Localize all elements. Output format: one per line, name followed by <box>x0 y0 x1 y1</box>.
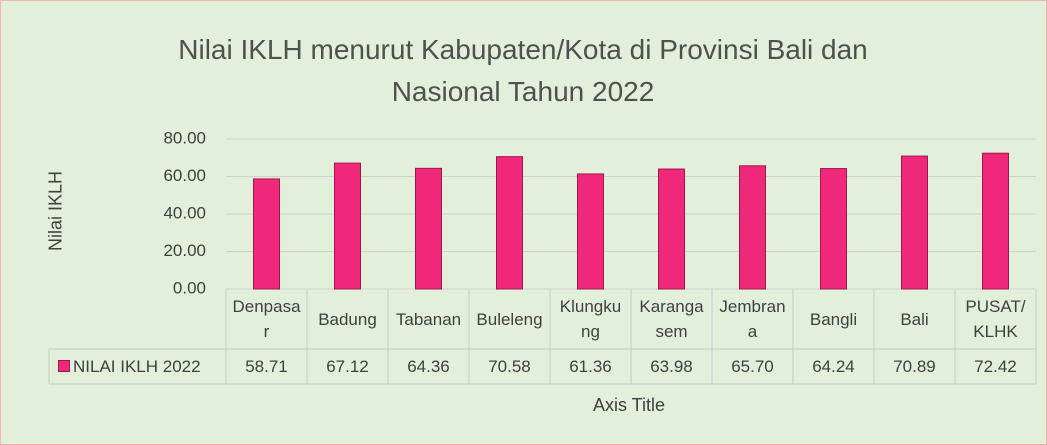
legend-swatch <box>58 360 70 372</box>
x-tick-label: Denpasar <box>232 297 301 341</box>
x-tick-label: Klungkung <box>559 297 622 341</box>
x-axis-title: Axis Title <box>592 395 666 415</box>
x-tick-label: Jembrana <box>719 297 786 341</box>
bar <box>496 156 523 290</box>
y-tick-label: 20.00 <box>163 241 206 260</box>
bar <box>415 167 442 290</box>
bar <box>334 162 361 290</box>
x-tick-label: Buleleng <box>476 309 543 329</box>
data-table-value: 61.36 <box>569 357 612 376</box>
y-tick-label: 60.00 <box>163 166 206 185</box>
bar <box>901 155 928 290</box>
data-table-value: 70.58 <box>488 357 531 376</box>
data-table-value: 64.24 <box>812 357 855 376</box>
bar <box>577 173 604 290</box>
x-tick-label: PUSAT/KLHK <box>965 297 1026 341</box>
x-tick-label: Karangasem <box>639 297 704 341</box>
y-tick-label: 40.00 <box>163 203 206 222</box>
x-tick-label: Bali <box>900 309 929 329</box>
bar <box>982 152 1009 290</box>
legend-label: NILAI IKLH 2022 <box>73 357 201 376</box>
bar <box>253 178 280 290</box>
data-table-value: 63.98 <box>650 357 693 376</box>
chart-title: Nilai IKLH menurut Kabupaten/Kota di Pro… <box>178 34 868 107</box>
y-tick-label: 80.00 <box>163 128 206 147</box>
x-tick-label: Bangli <box>809 309 858 329</box>
data-table-value: 70.89 <box>893 357 936 376</box>
data-table-value: 65.70 <box>731 357 774 376</box>
data-table-value: 64.36 <box>407 357 450 376</box>
x-tick-label: Badung <box>318 309 377 329</box>
y-axis-title: Nilai IKLH <box>45 170 66 252</box>
bar <box>658 168 685 290</box>
x-tick-label: Tabanan <box>395 309 462 329</box>
data-table-value: 72.42 <box>974 357 1017 376</box>
data-table-value: 58.71 <box>245 357 288 376</box>
bar <box>820 168 847 290</box>
data-table-value: 67.12 <box>326 357 369 376</box>
y-tick-label: 0.00 <box>173 278 206 297</box>
bar <box>739 165 766 290</box>
